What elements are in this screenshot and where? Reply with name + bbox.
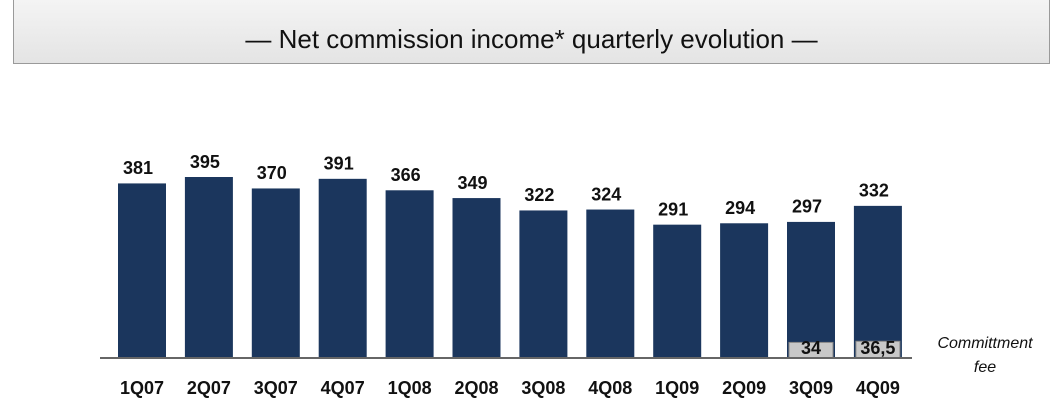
value-label: 370: [257, 163, 287, 183]
x-tick-label: 2Q08: [454, 378, 498, 398]
legend-label: Committment fee: [937, 335, 1033, 376]
bar: [720, 223, 769, 358]
value-label: 297: [792, 197, 822, 217]
bar: [184, 177, 233, 358]
bar: [519, 210, 568, 358]
bar: [318, 178, 367, 358]
x-tick-label: 3Q07: [254, 378, 298, 398]
x-tick-label: 1Q07: [120, 378, 164, 398]
fee-label: 36,5: [860, 338, 895, 358]
value-label: 395: [190, 152, 220, 172]
value-label: 349: [457, 173, 487, 193]
value-label: 332: [859, 181, 889, 201]
x-tick-label: 4Q08: [588, 378, 632, 398]
x-tick-label: 2Q07: [187, 378, 231, 398]
x-tick-label: 4Q09: [856, 378, 900, 398]
value-label: 366: [391, 165, 421, 185]
bar: [586, 209, 635, 358]
x-tick-label: 3Q08: [521, 378, 565, 398]
x-tick-label: 4Q07: [321, 378, 365, 398]
bar: [452, 198, 501, 358]
value-label: 391: [324, 154, 354, 174]
value-label: 322: [524, 185, 554, 205]
bar: [118, 183, 166, 358]
bar: [853, 205, 902, 358]
value-label: 291: [658, 199, 688, 219]
x-tick-label: 1Q09: [655, 378, 699, 398]
value-label: 381: [123, 158, 153, 178]
value-label: 294: [725, 198, 755, 218]
chart-title: — Net commission income* quarterly evolu…: [13, 0, 1050, 64]
bar: [787, 221, 835, 358]
bar: [251, 188, 300, 358]
fee-label: 34: [801, 338, 821, 358]
x-tick-label: 2Q09: [722, 378, 766, 398]
bar: [385, 190, 434, 358]
x-tick-label: 1Q08: [388, 378, 432, 398]
value-label: 324: [591, 184, 621, 204]
bar: [653, 224, 702, 358]
x-tick-label: 3Q09: [789, 378, 833, 398]
